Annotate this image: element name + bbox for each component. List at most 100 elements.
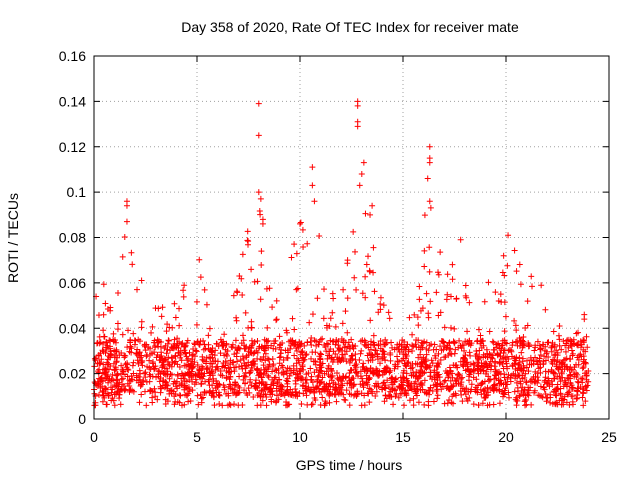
data-point bbox=[286, 365, 293, 372]
data-point bbox=[282, 347, 289, 354]
data-point bbox=[403, 352, 410, 359]
data-point bbox=[523, 379, 530, 386]
data-point bbox=[113, 346, 120, 353]
data-point bbox=[428, 357, 435, 364]
data-point bbox=[199, 375, 206, 382]
data-point bbox=[134, 286, 141, 293]
data-point bbox=[357, 373, 364, 380]
data-point bbox=[191, 340, 198, 347]
data-point bbox=[311, 369, 318, 376]
data-point bbox=[477, 368, 484, 375]
data-point bbox=[352, 351, 359, 358]
data-point bbox=[359, 375, 366, 382]
data-point bbox=[276, 388, 283, 395]
data-point bbox=[386, 315, 393, 322]
data-point bbox=[569, 350, 576, 357]
data-point bbox=[385, 309, 392, 316]
data-point bbox=[149, 373, 156, 380]
data-point bbox=[423, 290, 430, 297]
data-point bbox=[519, 375, 526, 382]
data-point bbox=[464, 338, 471, 345]
data-point bbox=[347, 356, 354, 363]
data-point bbox=[352, 248, 359, 255]
data-point bbox=[102, 300, 109, 307]
data-point bbox=[277, 341, 284, 348]
data-point bbox=[100, 333, 107, 340]
data-point bbox=[216, 392, 223, 399]
data-point bbox=[544, 380, 551, 387]
data-point bbox=[527, 384, 534, 391]
data-point bbox=[289, 338, 296, 345]
data-point bbox=[374, 350, 381, 357]
data-point bbox=[175, 345, 182, 352]
data-point bbox=[395, 345, 402, 352]
data-point bbox=[502, 354, 509, 361]
data-point bbox=[380, 351, 387, 358]
data-point bbox=[491, 382, 498, 389]
data-point bbox=[359, 364, 366, 371]
data-point bbox=[191, 381, 198, 388]
data-point bbox=[468, 340, 475, 347]
data-point bbox=[580, 364, 587, 371]
data-point bbox=[291, 352, 298, 359]
data-point bbox=[504, 262, 511, 269]
data-point bbox=[265, 374, 272, 381]
data-point bbox=[277, 383, 284, 390]
data-point bbox=[315, 372, 322, 379]
data-point bbox=[452, 378, 459, 385]
data-point bbox=[367, 211, 374, 218]
data-point bbox=[327, 315, 334, 322]
data-point bbox=[343, 358, 350, 365]
data-point bbox=[552, 370, 559, 377]
data-point bbox=[377, 306, 384, 313]
data-point bbox=[316, 339, 323, 346]
data-point bbox=[443, 345, 450, 352]
x-tick-label: 0 bbox=[90, 429, 98, 445]
data-point bbox=[455, 370, 462, 377]
data-point bbox=[352, 362, 359, 369]
data-point bbox=[244, 237, 251, 244]
data-point bbox=[552, 386, 559, 393]
data-point bbox=[158, 313, 165, 320]
data-point bbox=[566, 356, 573, 363]
data-point bbox=[566, 401, 573, 408]
data-point bbox=[563, 337, 570, 344]
data-point bbox=[217, 336, 224, 343]
data-point bbox=[580, 337, 587, 344]
data-point bbox=[197, 338, 204, 345]
data-point bbox=[262, 391, 269, 398]
data-point bbox=[569, 398, 576, 405]
data-point bbox=[297, 219, 304, 226]
data-point bbox=[530, 358, 537, 365]
data-point bbox=[139, 362, 146, 369]
data-point bbox=[335, 344, 342, 351]
data-point bbox=[394, 358, 401, 365]
data-point bbox=[332, 350, 339, 357]
data-point bbox=[573, 361, 580, 368]
data-point bbox=[95, 369, 102, 376]
data-point bbox=[456, 337, 463, 344]
data-point bbox=[189, 387, 196, 394]
data-point bbox=[327, 337, 334, 344]
data-point bbox=[270, 361, 277, 368]
data-point bbox=[252, 384, 259, 391]
data-point bbox=[213, 389, 220, 396]
data-point bbox=[136, 350, 143, 357]
data-point bbox=[329, 372, 336, 379]
data-point bbox=[525, 368, 532, 375]
data-point bbox=[352, 343, 359, 350]
data-point bbox=[512, 365, 519, 372]
data-point bbox=[176, 338, 183, 345]
data-point bbox=[575, 379, 582, 386]
data-point bbox=[268, 396, 275, 403]
data-point bbox=[98, 356, 105, 363]
data-point bbox=[462, 367, 469, 374]
data-point bbox=[580, 346, 587, 353]
data-point bbox=[429, 376, 436, 383]
data-point bbox=[201, 370, 208, 377]
data-point bbox=[248, 324, 255, 331]
data-point bbox=[136, 399, 143, 406]
data-point bbox=[265, 365, 272, 372]
data-point bbox=[503, 381, 510, 388]
data-point bbox=[340, 286, 347, 293]
